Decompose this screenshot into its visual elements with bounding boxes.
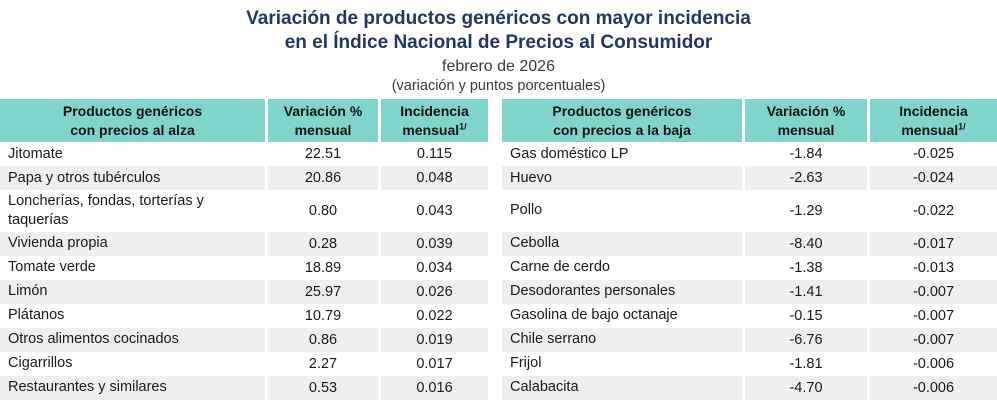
incidence-cell: 0.017 [378,351,488,376]
incidence-cell: -0.006 [867,351,997,376]
incidence-cell: -0.007 [867,303,997,328]
header-products-baja: Productos genéricos con precios a la baj… [502,99,742,142]
variation-cell: 20.86 [265,166,378,190]
incidence-cell: 0.048 [378,166,488,190]
product-cell: Cigarrillos [0,351,265,376]
incidence-cell: -0.013 [867,255,997,280]
variation-cell: -1.41 [742,279,867,304]
row-gutter [488,279,502,304]
variation-cell: -1.84 [742,142,867,166]
incidence-cell: 0.039 [378,231,488,256]
product-cell: Frijol [502,351,742,376]
product-cell: Cebolla [502,231,742,256]
variation-cell: -1.29 [742,190,867,232]
incidence-cell: 0.043 [378,190,488,232]
report-date: febrero de 2026 [442,58,555,75]
incidence-cell: -0.025 [867,142,997,166]
row-gutter [488,142,502,166]
incidence-cell: -0.022 [867,190,997,232]
header-variation-left: Variación % mensual [265,99,378,142]
title-block: Variación de productos genéricos con may… [0,0,997,95]
row-gutter [488,375,502,400]
variation-cell: 22.51 [265,142,378,166]
row-gutter [488,327,502,352]
product-cell: Huevo [502,166,742,190]
incidence-cell: -0.007 [867,279,997,304]
page-title-line2: en el Índice Nacional de Precios al Cons… [284,32,713,53]
product-cell: Desodorantes personales [502,279,742,304]
variation-cell: 2.27 [265,351,378,376]
product-cell: Vivienda propia [0,231,265,256]
product-cell: Limón [0,279,265,304]
row-gutter [488,190,502,232]
row-gutter [488,351,502,376]
incidence-cell: -0.017 [867,231,997,256]
variation-cell: -0.15 [742,303,867,328]
row-gutter [488,231,502,256]
variation-cell: -4.70 [742,375,867,400]
header-incidence-right: Incidencia mensual1/ [867,99,997,142]
product-cell: Pollo [502,190,742,232]
incidence-cell: -0.007 [867,327,997,352]
variation-cell: -6.76 [742,327,867,352]
variation-cell: -1.81 [742,351,867,376]
incidence-cell: 0.026 [378,279,488,304]
variation-cell: -2.63 [742,166,867,190]
variation-cell: -1.38 [742,255,867,280]
product-cell: Gasolina de bajo octanaje [502,303,742,328]
incidence-cell: 0.034 [378,255,488,280]
variation-cell: 0.86 [265,327,378,352]
product-cell: Calabacita [502,375,742,400]
product-cell: Tomate verde [0,255,265,280]
row-gutter [488,255,502,280]
row-gutter [488,166,502,190]
page-title-line1: Variación de productos genéricos con may… [246,8,751,29]
units-note: (variación y puntos porcentuales) [391,78,606,94]
incidence-cell: 0.019 [378,327,488,352]
variation-cell: 10.79 [265,303,378,328]
incidence-cell: 0.016 [378,375,488,400]
variation-cell: 18.89 [265,255,378,280]
product-cell: Papa y otros tubérculos [0,166,265,190]
product-cell: Chile serrano [502,327,742,352]
product-cell: Jitomate [0,142,265,166]
product-cell: Plátanos [0,303,265,328]
variation-cell: 0.53 [265,375,378,400]
incidence-cell: -0.024 [867,166,997,190]
product-cell: Otros alimentos cocinados [0,327,265,352]
variation-cell: 0.80 [265,190,378,232]
incidence-cell: 0.022 [378,303,488,328]
incidence-cell: 0.115 [378,142,488,166]
product-cell: Loncherías, fondas, torterías y taquería… [0,190,265,232]
header-variation-right: Variación % mensual [742,99,867,142]
variation-cell: 0.28 [265,231,378,256]
variation-cell: 25.97 [265,279,378,304]
header-gutter [488,99,502,142]
product-cell: Restaurantes y similares [0,375,265,400]
header-products-alza: Productos genéricos con precios al alza [0,99,265,142]
row-gutter [488,303,502,328]
header-incidence-left: Incidencia mensual1/ [378,99,488,142]
product-cell: Gas doméstico LP [502,142,742,166]
variation-cell: -8.40 [742,231,867,256]
incidence-cell: -0.006 [867,375,997,400]
incidence-table: Productos genéricos con precios al alza … [0,99,997,400]
product-cell: Carne de cerdo [502,255,742,280]
